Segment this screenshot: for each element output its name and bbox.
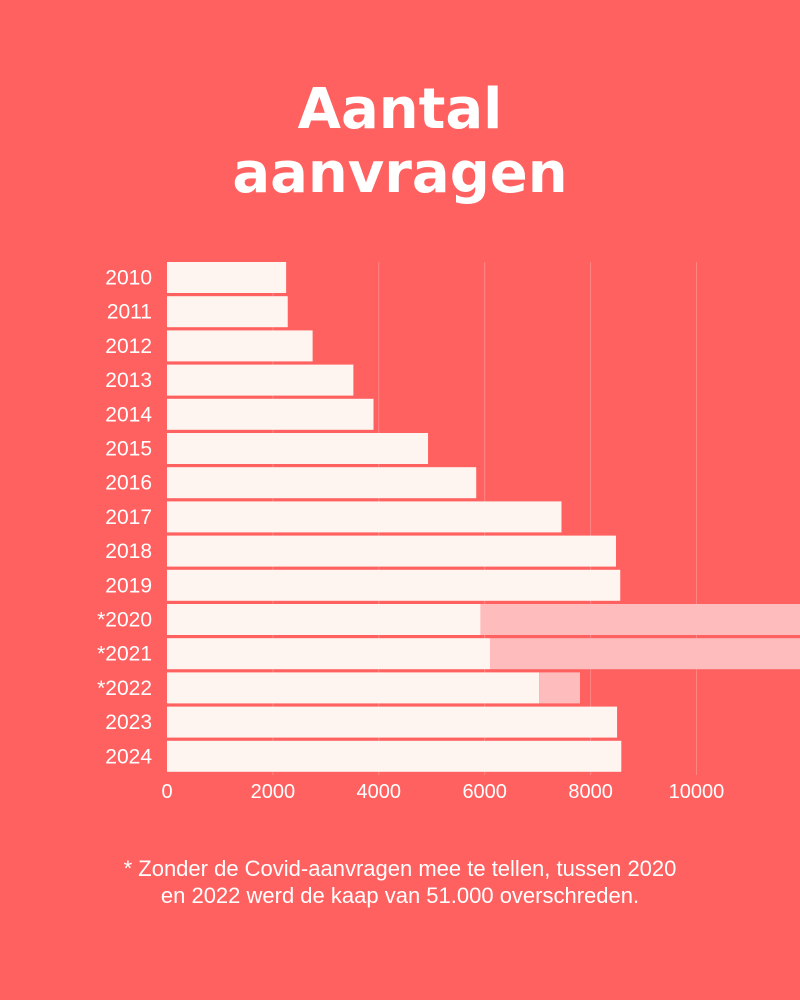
bar-2023 xyxy=(167,706,618,738)
bar-2019 xyxy=(167,569,621,601)
category-label-2024: 2024 xyxy=(105,745,152,768)
bar-2012 xyxy=(167,330,313,362)
category-label-2010: 2010 xyxy=(105,267,152,290)
category-label-2011: 2011 xyxy=(107,301,152,324)
bar-covid-star-2020 xyxy=(480,604,800,635)
category-label-star-2020: *2020 xyxy=(97,609,152,632)
footnote-line-2: en 2022 werd de kaap van 51.000 overschr… xyxy=(160,883,640,908)
bar-star-2021 xyxy=(167,638,490,670)
category-label-2019: 2019 xyxy=(105,574,152,597)
bar-star-2020 xyxy=(167,604,481,635)
x-tick-label-2000: 2000 xyxy=(251,781,296,803)
footnote: * Zonder de Covid-aanvragen mee te telle… xyxy=(0,855,800,909)
bar-star-2022 xyxy=(167,672,540,704)
category-label-2016: 2016 xyxy=(105,472,152,495)
bar-covid-star-2021 xyxy=(489,638,800,670)
bar-2024 xyxy=(167,740,622,772)
x-tick-label-0: 0 xyxy=(161,781,172,803)
bar-covid-star-2022 xyxy=(539,672,580,704)
x-tick-label-4000: 4000 xyxy=(357,781,402,803)
chart-title-line-1: Aantal xyxy=(297,77,503,142)
bar-2014 xyxy=(167,398,374,430)
x-tick-label-6000: 6000 xyxy=(462,781,507,803)
category-label-2018: 2018 xyxy=(105,540,152,563)
bar-2016 xyxy=(167,467,477,499)
category-label-2014: 2014 xyxy=(105,403,152,426)
bar-2017 xyxy=(167,501,562,533)
category-label-2013: 2013 xyxy=(105,369,152,392)
footnote-line-1: * Zonder de Covid-aanvragen mee te telle… xyxy=(123,856,677,881)
bar-2015 xyxy=(167,433,429,464)
x-tick-label-8000: 8000 xyxy=(568,781,613,803)
x-tick-label-10000: 10000 xyxy=(669,781,725,803)
chart-title: Aantal aanvragen xyxy=(0,78,800,206)
category-label-star-2022: *2022 xyxy=(97,677,152,700)
category-label-2012: 2012 xyxy=(105,335,152,358)
bar-2011 xyxy=(167,296,288,328)
bar-2013 xyxy=(167,364,354,396)
category-label-star-2021: *2021 xyxy=(97,643,152,666)
category-label-2017: 2017 xyxy=(105,506,152,529)
bar-2018 xyxy=(167,535,617,567)
category-label-2015: 2015 xyxy=(105,438,152,461)
category-label-2023: 2023 xyxy=(105,711,152,734)
chart-title-line-2: aanvragen xyxy=(232,141,568,206)
bar-2010 xyxy=(167,262,287,293)
